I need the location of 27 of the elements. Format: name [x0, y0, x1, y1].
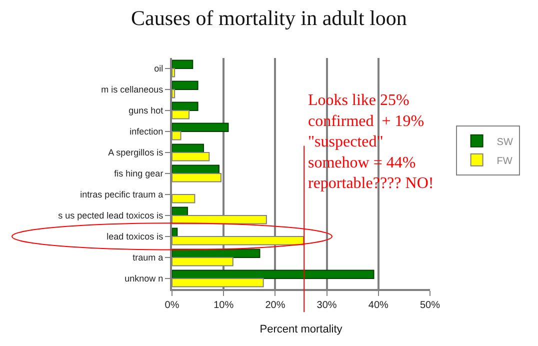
- y-tick-label: infection: [130, 126, 164, 137]
- y-tick-label: s us pected lead toxicos is: [58, 210, 164, 221]
- legend-label: FW: [496, 156, 513, 167]
- chart-title: Causes of mortality in adult loon: [131, 6, 408, 30]
- x-tick-label: 50%: [420, 300, 440, 311]
- bar: [172, 270, 374, 279]
- x-tick-label: 40%: [368, 300, 389, 311]
- y-tick-label: m is cellaneous: [101, 84, 164, 95]
- y-tick-label: guns hot: [128, 106, 164, 116]
- x-tick-label: 0%: [164, 300, 180, 311]
- y-tick-label: oil: [154, 64, 164, 74]
- bar: [172, 102, 198, 111]
- y-tick-label: fis hing gear: [114, 168, 164, 179]
- bar: [172, 60, 194, 69]
- x-axis-title: Percent mortality: [260, 324, 343, 336]
- bar: [172, 80, 198, 90]
- x-tick-label: 30%: [316, 300, 337, 311]
- x-tick-label: 20%: [265, 300, 286, 311]
- x-tick-label: 10%: [214, 300, 234, 311]
- y-tick-label: A spergillos is: [108, 148, 164, 158]
- y-tick-label: lead toxicos is: [106, 232, 164, 242]
- y-tick-label: intras pecific traum a: [80, 190, 164, 200]
- y-tick-label: traum a: [132, 252, 164, 263]
- y-tick-label: unknow n: [124, 274, 164, 284]
- annotation: Looks like 25% confirmed + 19% "suspected" somehow = 44% reportable???? NO!: [308, 92, 434, 192]
- legend-label: SW: [496, 136, 514, 148]
- bar: [172, 122, 229, 132]
